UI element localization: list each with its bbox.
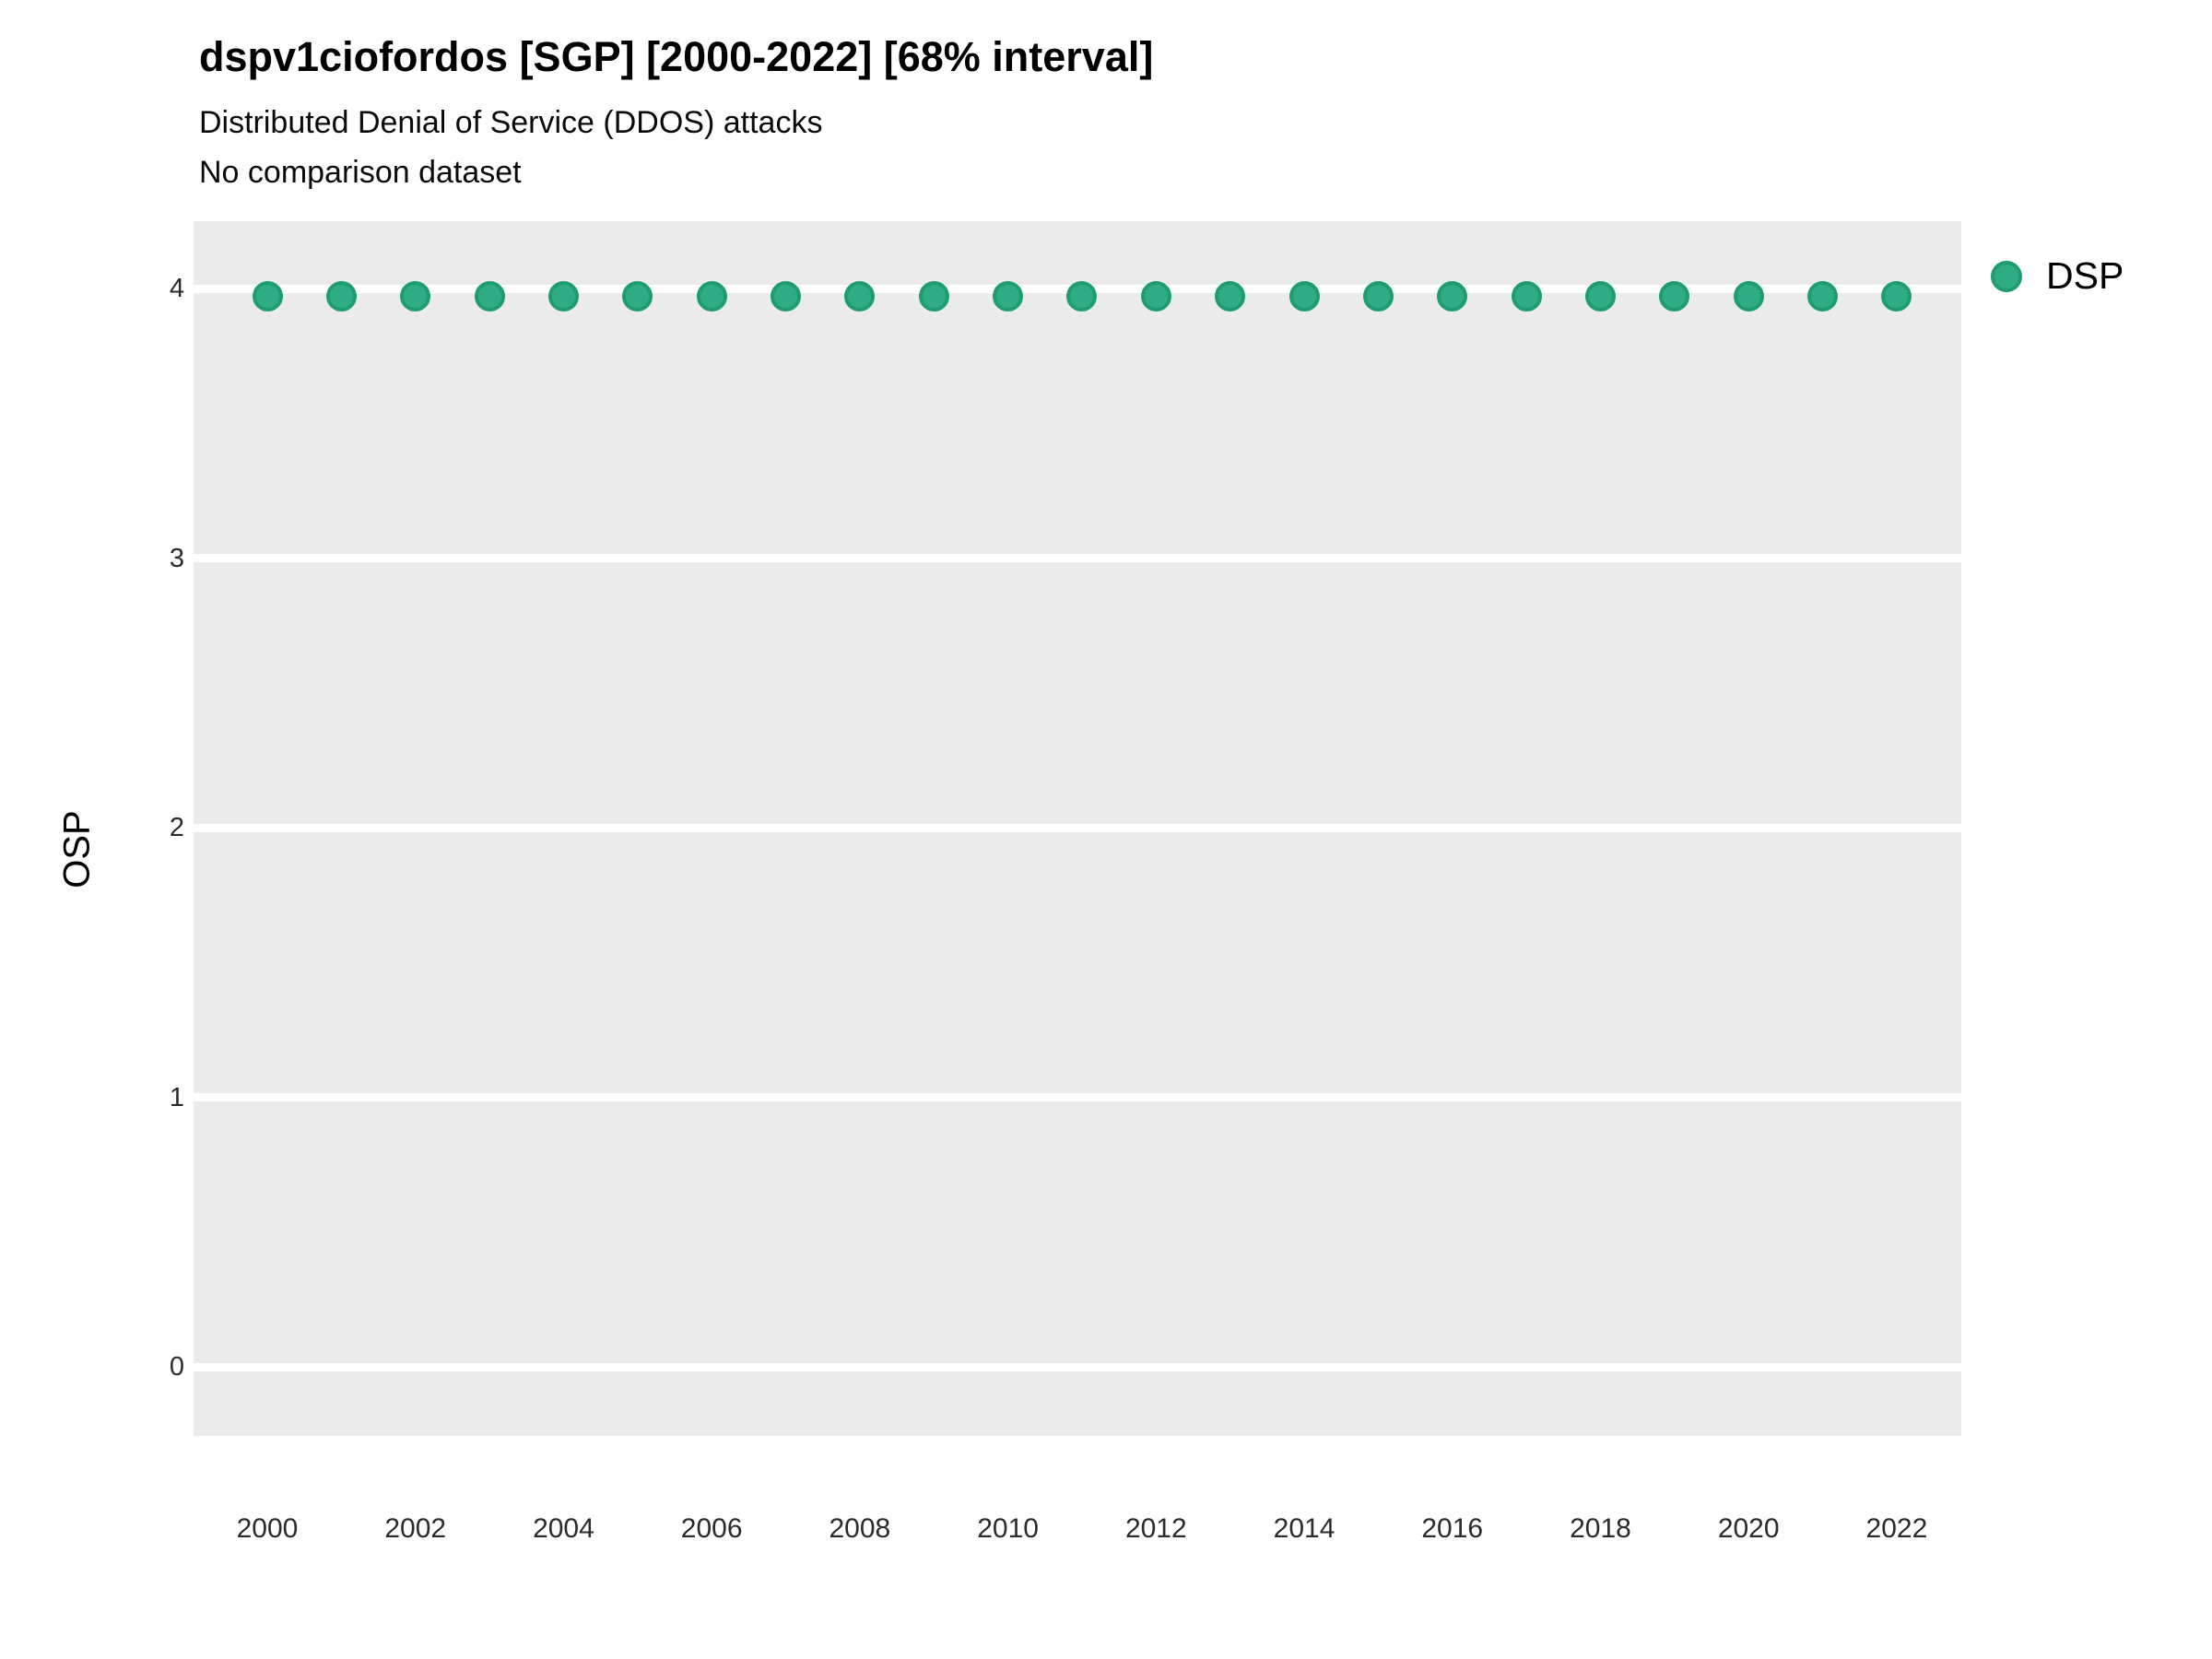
x-tick-label-2004: 2004 — [533, 1513, 594, 1544]
y-axis-title-text: OSP — [56, 810, 98, 888]
data-point-dsp-2022 — [1881, 281, 1912, 312]
x-tick-label-2002: 2002 — [384, 1513, 447, 1544]
x-tick-label-2010: 2010 — [977, 1513, 1039, 1544]
data-point-dsp-2017 — [1511, 281, 1542, 312]
x-tick-label-2012: 2012 — [1124, 1513, 1187, 1544]
chart-subtitle: Distributed Denial of Service (DDOS) att… — [199, 105, 823, 140]
x-tick-label-2008: 2008 — [829, 1513, 891, 1544]
data-point-dsp-2021 — [1807, 281, 1839, 312]
data-point-dsp-2006 — [696, 281, 727, 312]
y-tick-label-0: 0 — [169, 1352, 184, 1382]
y-tick-label-4: 4 — [169, 274, 184, 303]
data-point-dsp-2011 — [1066, 281, 1098, 312]
x-tick-label-2020: 2020 — [1717, 1513, 1780, 1544]
data-point-dsp-2015 — [1362, 281, 1394, 312]
data-point-dsp-2016 — [1437, 281, 1468, 312]
chart-comparison-note: No comparison dataset — [199, 155, 522, 190]
data-point-dsp-2019 — [1659, 281, 1690, 312]
gridline-y-3 — [194, 554, 1961, 562]
data-point-dsp-2010 — [993, 281, 1024, 312]
data-point-dsp-2005 — [622, 281, 653, 312]
gridline-y-1 — [194, 1093, 1961, 1101]
x-tick-label-2022: 2022 — [1865, 1513, 1928, 1544]
x-tick-label-2014: 2014 — [1273, 1513, 1335, 1544]
x-tick-label-2018: 2018 — [1570, 1513, 1631, 1544]
data-point-dsp-2020 — [1733, 281, 1764, 312]
data-point-dsp-2002 — [400, 281, 431, 312]
data-point-dsp-2013 — [1215, 281, 1246, 312]
data-point-dsp-2018 — [1584, 281, 1616, 312]
data-point-dsp-2000 — [252, 281, 283, 312]
data-point-dsp-2001 — [325, 281, 357, 312]
legend-marker-dsp-icon — [1991, 260, 2022, 292]
data-point-dsp-2003 — [474, 281, 505, 312]
gridline-y-2 — [194, 823, 1961, 832]
chart-title: dspv1ciofordos [SGP] [2000-2022] [68% in… — [199, 33, 1154, 80]
data-point-dsp-2007 — [771, 281, 802, 312]
x-tick-label-2006: 2006 — [680, 1513, 743, 1544]
x-tick-label-2000: 2000 — [236, 1513, 299, 1544]
data-point-dsp-2004 — [547, 281, 579, 312]
y-tick-label-2: 2 — [169, 813, 184, 842]
data-point-dsp-2008 — [844, 281, 876, 312]
y-tick-label-1: 1 — [169, 1082, 184, 1112]
x-tick-label-2016: 2016 — [1421, 1513, 1484, 1544]
data-point-dsp-2009 — [918, 281, 949, 312]
y-tick-label-3: 3 — [169, 543, 184, 573]
legend-label-dsp: DSP — [2046, 254, 2124, 297]
data-point-dsp-2012 — [1140, 281, 1171, 312]
gridline-y-0 — [194, 1362, 1961, 1371]
plot-panel — [194, 221, 1961, 1436]
legend: DSP — [1991, 254, 2124, 298]
data-point-dsp-2014 — [1288, 281, 1320, 312]
